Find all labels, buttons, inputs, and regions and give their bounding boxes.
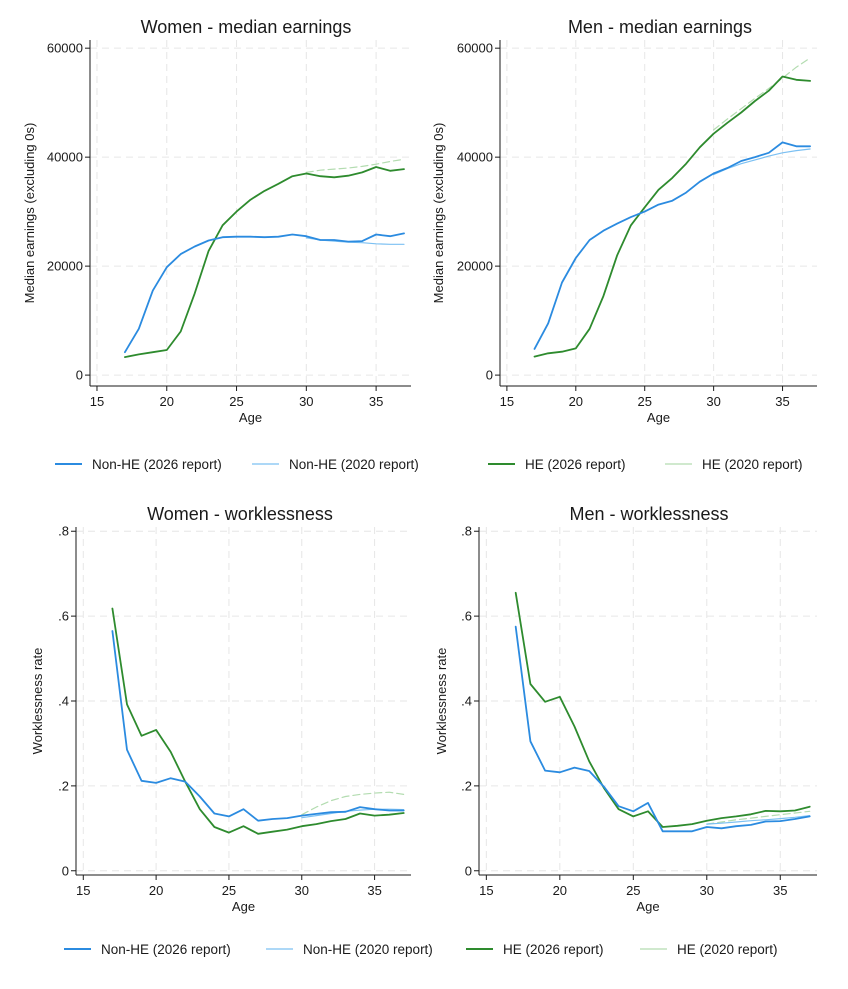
y-tick-label: .6: [58, 609, 69, 624]
x-tick-label: 20: [149, 883, 163, 898]
legend-item: Non-HE (2020 report): [266, 942, 433, 957]
y-tick-label: .4: [58, 694, 69, 709]
legend-item: Non-HE (2020 report): [252, 457, 419, 472]
y-axis-title: Worklessness rate: [434, 648, 449, 755]
y-tick-label: 20000: [47, 259, 83, 274]
x-tick-label: 20: [160, 394, 174, 409]
series-line-non-he-2020-report: [712, 148, 811, 176]
series-line-non-he-2026-report: [124, 232, 405, 354]
y-tick-label: 40000: [457, 150, 493, 165]
y-axis-title: Median earnings (excluding 0s): [431, 123, 446, 304]
chart-title: Men - worklessness: [569, 504, 728, 524]
x-tick-label: 35: [775, 394, 789, 409]
series-line-non-he-2020-report: [301, 808, 405, 819]
x-tick-label: 30: [299, 394, 313, 409]
series-line-non-he-2026-report: [111, 630, 405, 822]
x-axis-title: Age: [232, 899, 255, 914]
chart-title: Men - median earnings: [568, 17, 752, 37]
legend-item: HE (2020 report): [665, 457, 803, 472]
chart-men-worklessness: 15 20 25 30 35 0 .2 .4 .6 .8 Men - worklessness Age…: [434, 504, 817, 914]
y-tick-label: 60000: [457, 41, 493, 56]
y-axis-title: Worklessness rate: [30, 648, 45, 755]
chart-women-worklessness: 15 20 25 30 35 0 .2 .4 .6 .8 Women - worklessness A…: [30, 504, 411, 914]
legend-label: HE (2026 report): [525, 457, 626, 472]
series-line-he-2026-report: [533, 75, 811, 358]
series-line-he-2020-report: [706, 810, 811, 825]
y-tick-label: .2: [58, 778, 69, 793]
y-tick-label: .8: [461, 524, 472, 539]
series-line-non-he-2026-report: [514, 625, 811, 833]
legend-label: HE (2026 report): [503, 942, 604, 957]
chart-men-median-earnings: 15 20 25 30 35 0 20000 40000 60000 Men - median e…: [431, 17, 817, 425]
x-axis-title: Age: [636, 899, 659, 914]
x-tick-label: 30: [706, 394, 720, 409]
legend-worklessness: Non-HE (2026 report) Non-HE (2020 report)…: [64, 942, 778, 957]
chart-title: Women - median earnings: [141, 17, 352, 37]
legend-item: HE (2026 report): [488, 457, 626, 472]
x-tick-label: 20: [569, 394, 583, 409]
x-axis-title: Age: [239, 410, 262, 425]
x-tick-label: 15: [90, 394, 104, 409]
y-tick-label: 40000: [47, 150, 83, 165]
x-tick-label: 20: [553, 883, 567, 898]
chart-title: Women - worklessness: [147, 504, 333, 524]
chart-women-median-earnings: 15 20 25 30 35 0 20000 40000 60000 Women - median…: [22, 17, 411, 425]
series-line-non-he-2026-report: [533, 141, 811, 350]
series-line-he-2026-report: [514, 591, 811, 828]
legend-label: HE (2020 report): [677, 942, 778, 957]
y-tick-label: 0: [76, 368, 83, 383]
y-tick-label: 0: [62, 863, 69, 878]
series-line-he-2026-report: [124, 166, 405, 359]
y-tick-label: .6: [461, 609, 472, 624]
y-tick-label: .8: [58, 524, 69, 539]
series-line-he-2020-report: [712, 57, 811, 131]
x-tick-label: 25: [637, 394, 651, 409]
x-tick-label: 35: [773, 883, 787, 898]
y-tick-label: 0: [486, 368, 493, 383]
legend-item: Non-HE (2026 report): [55, 457, 222, 472]
y-tick-label: 60000: [47, 41, 83, 56]
y-tick-label: .4: [461, 694, 472, 709]
series-line-he-2026-report: [111, 607, 405, 835]
x-tick-label: 15: [76, 883, 90, 898]
series-line-non-he-2020-report: [706, 814, 811, 825]
x-tick-label: 15: [479, 883, 493, 898]
legend-label: Non-HE (2026 report): [101, 942, 231, 957]
legend-item: Non-HE (2026 report): [64, 942, 231, 957]
x-tick-label: 35: [367, 883, 381, 898]
y-tick-label: 20000: [457, 259, 493, 274]
legend-label: HE (2020 report): [702, 457, 803, 472]
y-tick-label: .2: [461, 778, 472, 793]
x-tick-label: 25: [626, 883, 640, 898]
x-axis-title: Age: [647, 410, 670, 425]
x-tick-label: 35: [369, 394, 383, 409]
legend-earnings: Non-HE (2026 report) Non-HE (2020 report)…: [55, 457, 803, 472]
x-tick-label: 25: [222, 883, 236, 898]
legend-label: Non-HE (2020 report): [303, 942, 433, 957]
x-tick-label: 25: [229, 394, 243, 409]
legend-label: Non-HE (2020 report): [289, 457, 419, 472]
x-tick-label: 30: [295, 883, 309, 898]
legend-item: HE (2020 report): [640, 942, 778, 957]
series-line-he-2020-report: [301, 791, 405, 816]
x-tick-label: 15: [500, 394, 514, 409]
legend-item: HE (2026 report): [466, 942, 604, 957]
legend-label: Non-HE (2026 report): [92, 457, 222, 472]
x-tick-label: 30: [700, 883, 714, 898]
y-tick-label: 0: [465, 863, 472, 878]
y-axis-title: Median earnings (excluding 0s): [22, 123, 37, 304]
series-line-he-2020-report: [305, 158, 405, 173]
